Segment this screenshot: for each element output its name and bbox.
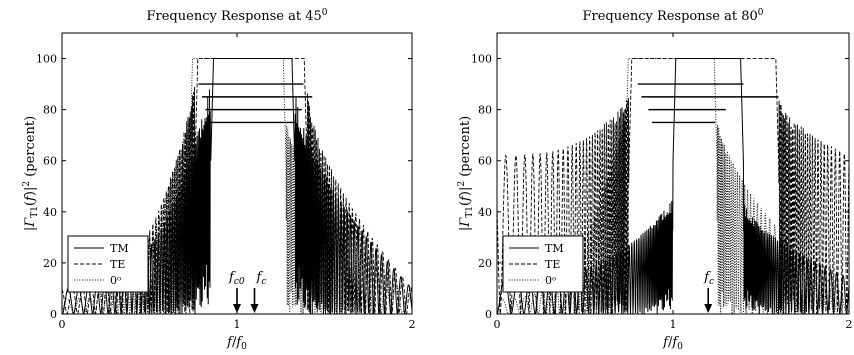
annotation-0: fc: [703, 270, 714, 313]
y-tick-label-0: 0: [485, 308, 492, 321]
annotation-label-0: fc: [703, 270, 714, 287]
x-tick-label-2: 2: [409, 318, 416, 331]
y-tick-label-80: 80: [478, 104, 492, 117]
x-tick-label-2: 2: [846, 318, 853, 331]
y-tick-label-0: 0: [50, 308, 57, 321]
legend: TM TE 0ᵒ: [502, 235, 584, 293]
series-line-te-1: [497, 58, 849, 314]
chart-title: Frequency Response at 450: [147, 8, 328, 24]
y-tick-label-40: 40: [478, 206, 492, 219]
chart-panel-1: 0 20 40 60 80 100 0 1 2 Frequency Response at 450…: [22, 8, 416, 352]
y-tick-label-20: 20: [478, 257, 492, 270]
y-tick-label-100: 100: [471, 53, 492, 66]
legend-label-0: TM: [110, 242, 129, 255]
legend-label-1: TE: [545, 258, 560, 271]
chart-title: Frequency Response at 800: [583, 8, 764, 24]
x-axis-label: f/f0: [226, 335, 247, 352]
annotation-arrow-head-0: [704, 304, 713, 313]
legend: TM TE 0ᵒ: [67, 235, 149, 293]
x-tick-label-1: 1: [670, 318, 677, 331]
y-axis-label: |ΓT1(f)|2 (percent): [22, 116, 40, 231]
annotation-label-0: fc0: [228, 270, 245, 287]
y-tick-label-20: 20: [43, 257, 57, 270]
legend-label-2: 0ᵒ: [545, 274, 556, 287]
y-axis-label: |ΓT1(f)|2 (percent): [457, 116, 475, 231]
y-tick-label-60: 60: [43, 155, 57, 168]
annotation-label-1: fc: [256, 270, 267, 287]
legend-label-0: TM: [545, 242, 564, 255]
x-tick-label-1: 1: [234, 318, 241, 331]
y-tick-label-80: 80: [43, 104, 57, 117]
annotation-1: fc: [250, 270, 267, 313]
annotation-0: fc0: [228, 270, 245, 313]
x-axis-label: f/f0: [662, 335, 683, 352]
y-tick-label-40: 40: [43, 206, 57, 219]
y-tick-label-100: 100: [36, 53, 57, 66]
x-tick-label-0: 0: [494, 318, 501, 331]
chart-panel-2: 0 20 40 60 80 100 0 1 2 Frequency Response at 800…: [457, 8, 853, 352]
annotation-arrow-head-1: [250, 304, 259, 313]
legend-label-1: TE: [110, 258, 125, 271]
legend-label-2: 0ᵒ: [110, 274, 121, 287]
curves: [497, 58, 849, 314]
y-tick-label-60: 60: [478, 155, 492, 168]
x-tick-label-0: 0: [59, 318, 66, 331]
annotation-arrow-head-0: [233, 304, 241, 313]
